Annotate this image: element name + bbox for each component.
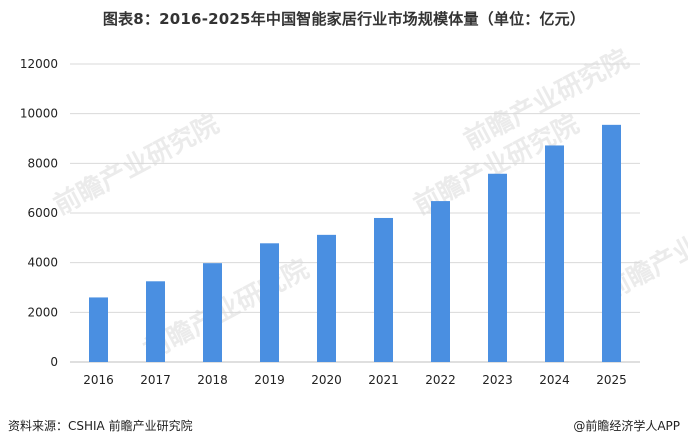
- bar-2017: [146, 281, 165, 362]
- bar-2019: [260, 243, 279, 362]
- watermark-text: 前瞻产业研究院: [139, 253, 314, 366]
- bars: [89, 124, 621, 362]
- x-tick-label: 2016: [83, 373, 114, 387]
- bar-2025: [602, 124, 621, 362]
- x-tick-label: 2019: [254, 373, 285, 387]
- y-tick-label: 10000: [20, 107, 58, 121]
- source-note: 资料来源：CSHIA 前瞻产业研究院: [8, 419, 193, 433]
- x-tick-label: 2022: [425, 373, 456, 387]
- y-tick-label: 0: [50, 355, 58, 369]
- x-tick-label: 2018: [197, 373, 228, 387]
- chart-title: 图表8：2016-2025年中国智能家居行业市场规模体量（单位：亿元）: [102, 10, 586, 28]
- bar-2022: [431, 201, 450, 362]
- watermark-text: 前瞻产业研究院: [49, 108, 224, 221]
- bar-2021: [374, 217, 393, 362]
- y-tick-label: 8000: [27, 156, 58, 170]
- y-tick-label: 2000: [27, 305, 58, 319]
- tick-labels: 0 2000 4000 6000 8000 10000 12000 2016 2017 2018 2…: [20, 57, 627, 387]
- x-tick-label: 2021: [368, 373, 399, 387]
- brand-credit: @前瞻经济学人APP: [573, 419, 680, 433]
- bar-2020: [317, 234, 336, 362]
- bar-2016: [89, 297, 108, 362]
- bar-2023: [488, 173, 507, 362]
- bar-2024: [545, 145, 564, 362]
- y-tick-label: 4000: [27, 256, 58, 270]
- y-tick-label: 12000: [20, 57, 58, 71]
- x-tick-label: 2023: [482, 373, 513, 387]
- y-tick-label: 6000: [27, 206, 58, 220]
- bar-2018: [203, 263, 222, 362]
- x-tick-label: 2024: [539, 373, 570, 387]
- x-tick-label: 2020: [311, 373, 342, 387]
- x-tick-label: 2017: [140, 373, 171, 387]
- x-tick-label: 2025: [596, 373, 627, 387]
